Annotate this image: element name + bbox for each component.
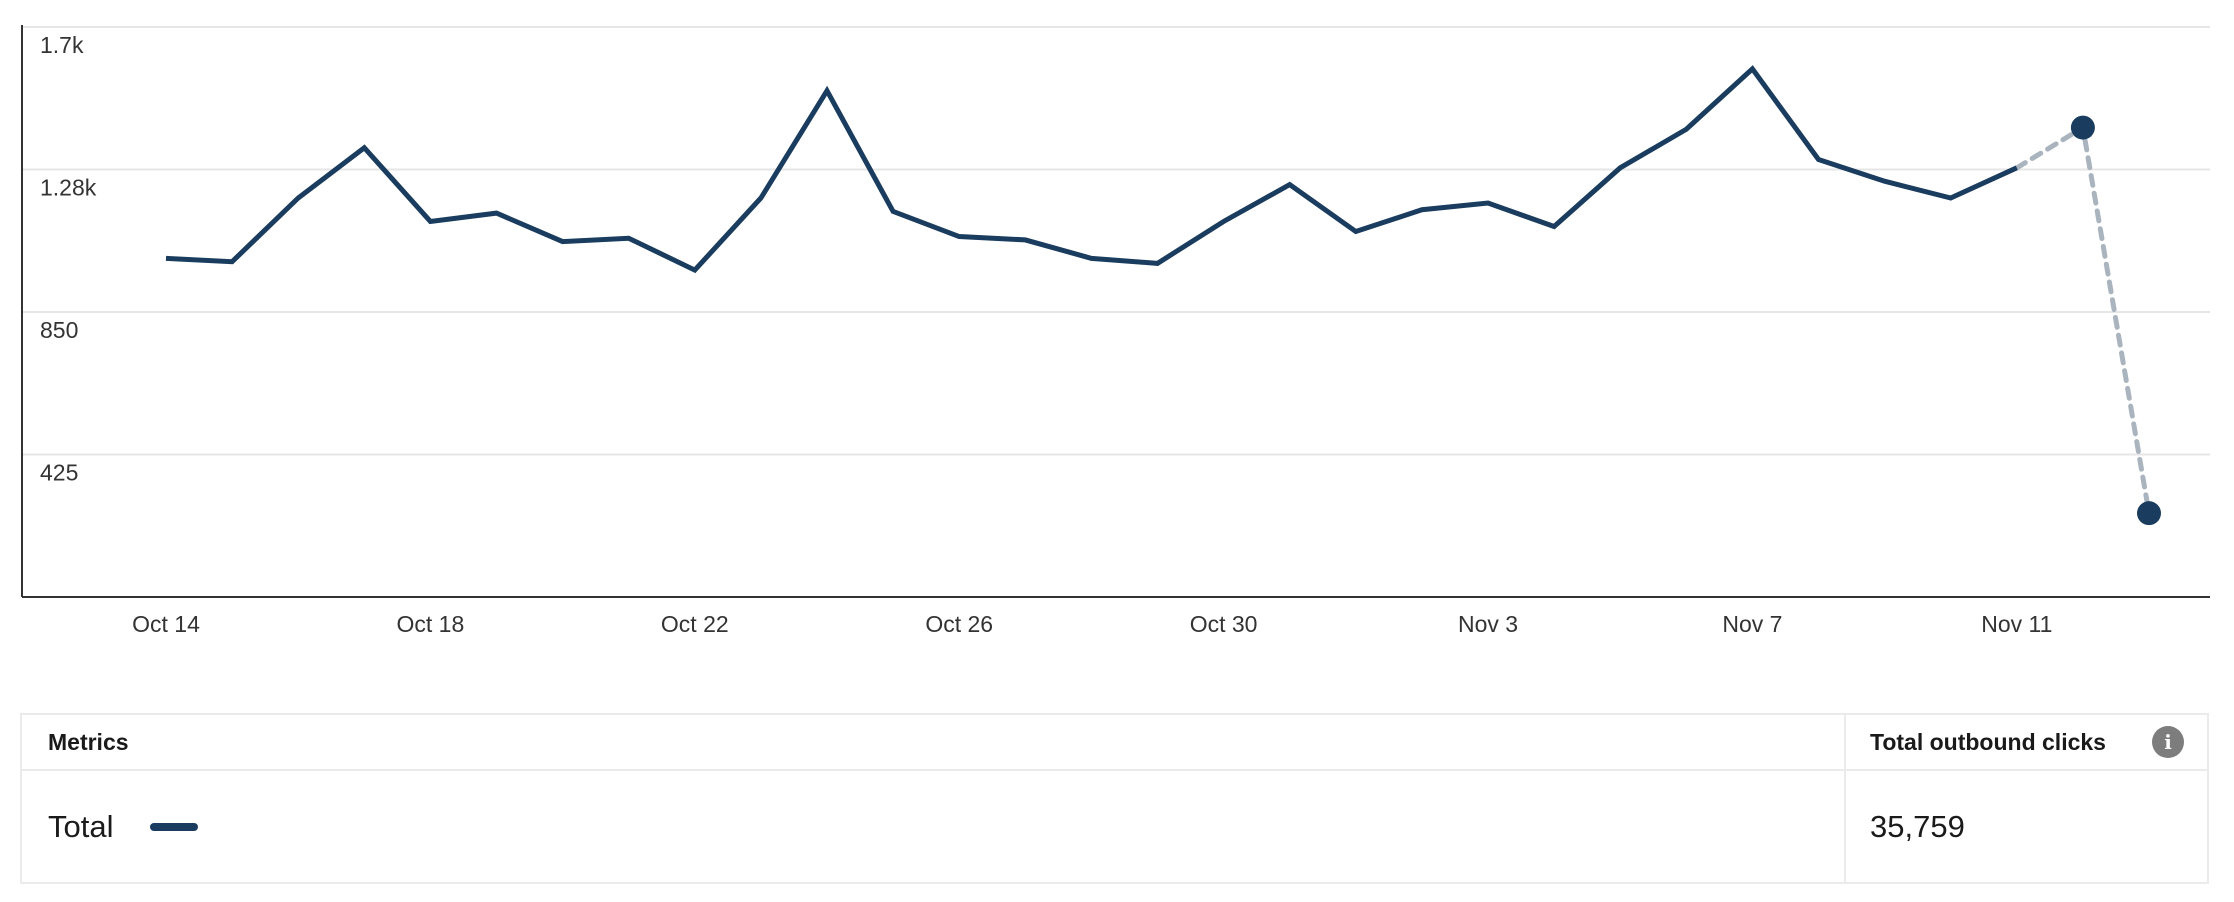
total-row-value: 35,759 bbox=[1870, 809, 1965, 844]
metrics-table-header bbox=[22, 715, 2207, 771]
line-chart: 1.7k 1.28k 850 425 Oct 14 Oct 18 Oct 22 Oct 26… bbox=[21, 25, 2210, 637]
x-tick-label: Oct 22 bbox=[661, 611, 729, 637]
total-outbound-clicks-header: Total outbound clicks bbox=[1870, 729, 2106, 755]
info-icon[interactable]: i bbox=[2152, 726, 2184, 758]
column-divider bbox=[1844, 715, 1846, 882]
axes bbox=[21, 25, 2210, 598]
total-row-label: Total bbox=[48, 809, 114, 844]
y-tick-label: 1.28k bbox=[40, 175, 97, 201]
data-point-marker bbox=[2070, 115, 2095, 140]
grid-lines bbox=[22, 26, 2210, 456]
x-axis-ticks: Oct 14 Oct 18 Oct 22 Oct 26 Oct 30 Nov 3 Nov 7… bbox=[132, 611, 2052, 637]
metrics-table: Metrics Total outbound clicks i Total 35… bbox=[20, 713, 2209, 884]
series-line bbox=[165, 65, 2018, 274]
data-point-markers bbox=[2070, 115, 2161, 526]
y-tick-label: 425 bbox=[40, 460, 78, 486]
x-tick-label: Oct 14 bbox=[132, 611, 200, 637]
metrics-column-header: Metrics bbox=[48, 729, 129, 755]
x-tick-label: Nov 7 bbox=[1722, 611, 1782, 637]
x-tick-label: Nov 11 bbox=[1981, 611, 2052, 637]
y-tick-label: 850 bbox=[40, 317, 78, 343]
x-tick-label: Oct 18 bbox=[397, 611, 465, 637]
y-axis-ticks: 1.7k 1.28k 850 425 bbox=[40, 32, 97, 486]
series-total bbox=[165, 65, 2152, 516]
y-tick-label: 1.7k bbox=[40, 32, 84, 58]
x-tick-label: Oct 30 bbox=[1190, 611, 1258, 637]
x-tick-label: Nov 3 bbox=[1458, 611, 1518, 637]
data-point-marker bbox=[2137, 501, 2161, 526]
legend-swatch bbox=[150, 823, 198, 831]
x-tick-label: Oct 26 bbox=[925, 611, 993, 637]
